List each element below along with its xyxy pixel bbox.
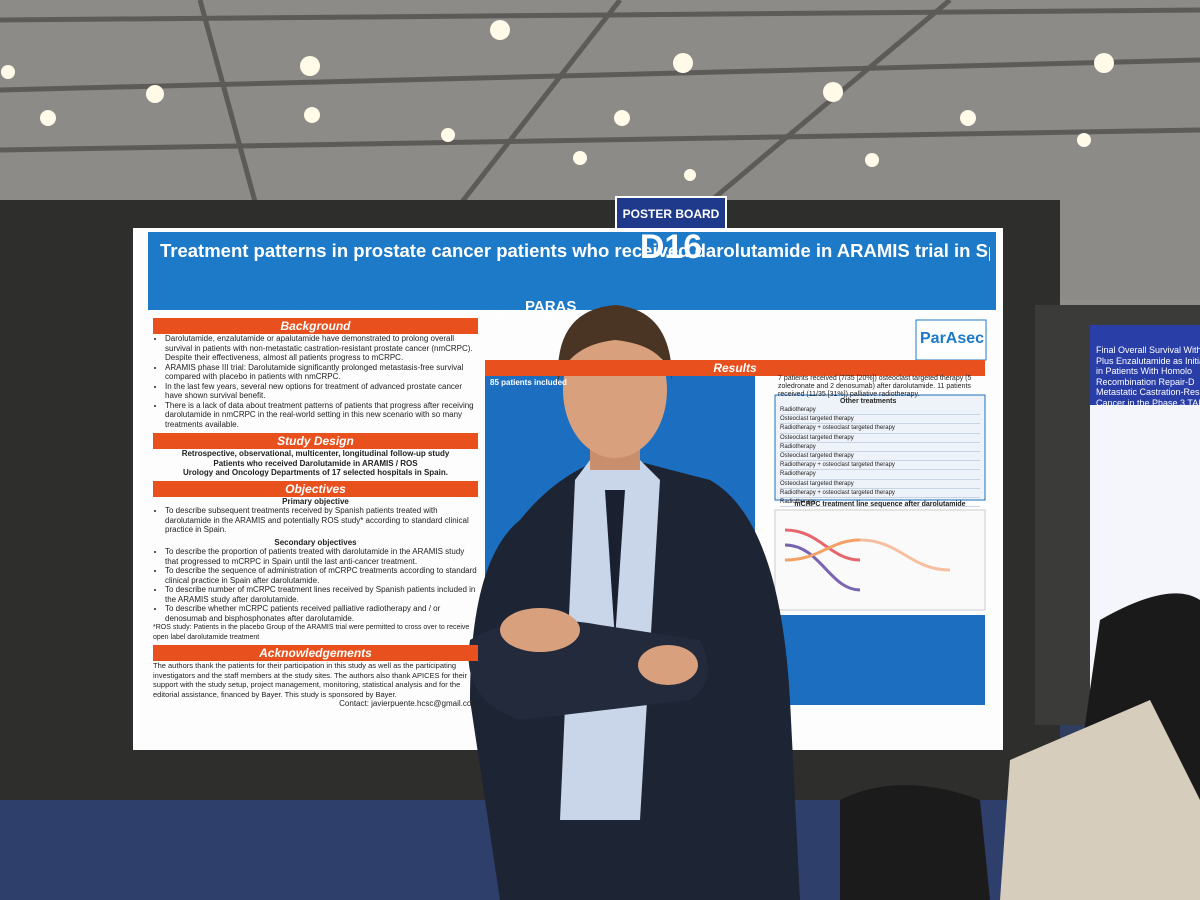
bullet: To describe subsequent treatments receiv… (165, 506, 478, 535)
left-column: Background Darolutamide, enzalutamide or… (153, 318, 478, 709)
bullet: To describe number of mCRPC treatment li… (165, 585, 478, 604)
bullet-list: To describe subsequent treatments receiv… (153, 506, 478, 535)
sankey-flows (784, 528, 951, 592)
poster-logo: ParAsec (920, 330, 985, 347)
table-row: Radiotherapy (780, 498, 980, 508)
affiliations: 1 Hospital Clínico San Carlos, Instituto… (235, 310, 555, 319)
bullet-list: To describe the proportion of patients t… (153, 547, 478, 623)
text-line: Patients who received Darolutamide in AR… (213, 458, 418, 468)
bullet: In the last few years, several new optio… (165, 382, 478, 401)
results-table (774, 394, 986, 501)
title-line: Metastatic Castration-Resis (1096, 387, 1200, 397)
text-line: Urology and Oncology Departments of 17 s… (183, 468, 448, 477)
logo-box (915, 319, 987, 361)
table-rows: Radiotherapy Osteoclast targeted therapy R… (780, 406, 980, 508)
person-hand (638, 645, 698, 685)
backpack (840, 785, 990, 900)
conclusions-panel (760, 615, 985, 705)
table-heading: Other treatments (840, 398, 897, 405)
section-heading: Results (485, 360, 985, 376)
poster-subtitle: PARAS (525, 298, 577, 315)
title-line: Final Overall Survival With (1096, 345, 1200, 355)
title-line: Plus Enzalutamide as Initia (1096, 355, 1200, 366)
section-heading: Acknowledgements (153, 645, 478, 661)
ceiling-lights (1, 20, 1114, 181)
subheading: Primary objective (282, 496, 349, 506)
table-row: Osteoclast targeted therapy (780, 480, 980, 489)
section-heading: Background (153, 318, 478, 334)
person-hair (557, 305, 672, 380)
bullet: To describe the sequence of administrati… (165, 566, 478, 585)
title-line: Cancer in the Phase 3 TALAP (1096, 397, 1200, 408)
bullet-list: Darolutamide, enzalutamide or apalutamid… (153, 334, 478, 429)
bullet: To describe the proportion of patients t… (165, 547, 478, 566)
bullet: Darolutamide, enzalutamide or apalutamid… (165, 334, 478, 363)
side-poster-title: Final Overall Survival With Plus Enzaluta… (1096, 345, 1200, 408)
table-row: Radiotherapy (780, 406, 980, 416)
sankey-figure (774, 509, 986, 611)
bullet: To describe whether mCRPC patients recei… (165, 604, 478, 623)
person-tie (605, 490, 625, 640)
text-line: Retrospective, observational, multicente… (181, 449, 450, 458)
section-heading: Study Design (153, 433, 478, 449)
table-row: Radiotherapy + osteoclast targeted thera… (780, 424, 980, 434)
tote-bag (1000, 700, 1200, 900)
footnote: *ROS study: Patients in the placebo Grou… (153, 624, 470, 641)
poster-title: Treatment patterns in prostate cancer pa… (160, 240, 990, 261)
bullet: ARAMIS phase III trial: Darolutamide sig… (165, 363, 478, 382)
subheading: Secondary objectives (274, 537, 357, 547)
table-row: Radiotherapy (780, 470, 980, 480)
contact: Contact: javierpuente.hcsc@gmail.com (339, 699, 478, 708)
bullet: There is a lack of data about treatment … (165, 401, 478, 430)
results-intro: 85 patients included (490, 378, 567, 387)
table-row: Osteoclast targeted therapy (780, 452, 980, 462)
section-heading: Objectives (153, 480, 478, 497)
figure-title: mCRPC treatment line sequence after daro… (794, 501, 966, 508)
table-row: Radiotherapy + osteoclast targeted thera… (780, 489, 980, 499)
acknowledgements-text: The authors thank the patients for their… (153, 661, 468, 699)
title-line: Recombination Repair-D (1096, 376, 1195, 387)
poster-header (148, 232, 996, 310)
person-face (563, 322, 667, 458)
table-row: Osteoclast targeted therapy (780, 434, 980, 443)
table-row: Osteoclast targeted therapy (780, 415, 980, 425)
ceiling-trusses (0, 0, 1200, 232)
results-summary: 7 patients received (7/35 [20%]) osteocl… (778, 375, 972, 398)
sign-code: D16 (639, 228, 703, 266)
person-hand (500, 608, 580, 652)
table-row: Radiotherapy + osteoclast targeted thera… (780, 461, 980, 471)
table-row: Radiotherapy (780, 443, 980, 453)
side-poster-header (1090, 325, 1200, 405)
sign-label: POSTER BOARD (622, 207, 720, 221)
title-line: in Patients With Homolo (1096, 366, 1193, 376)
